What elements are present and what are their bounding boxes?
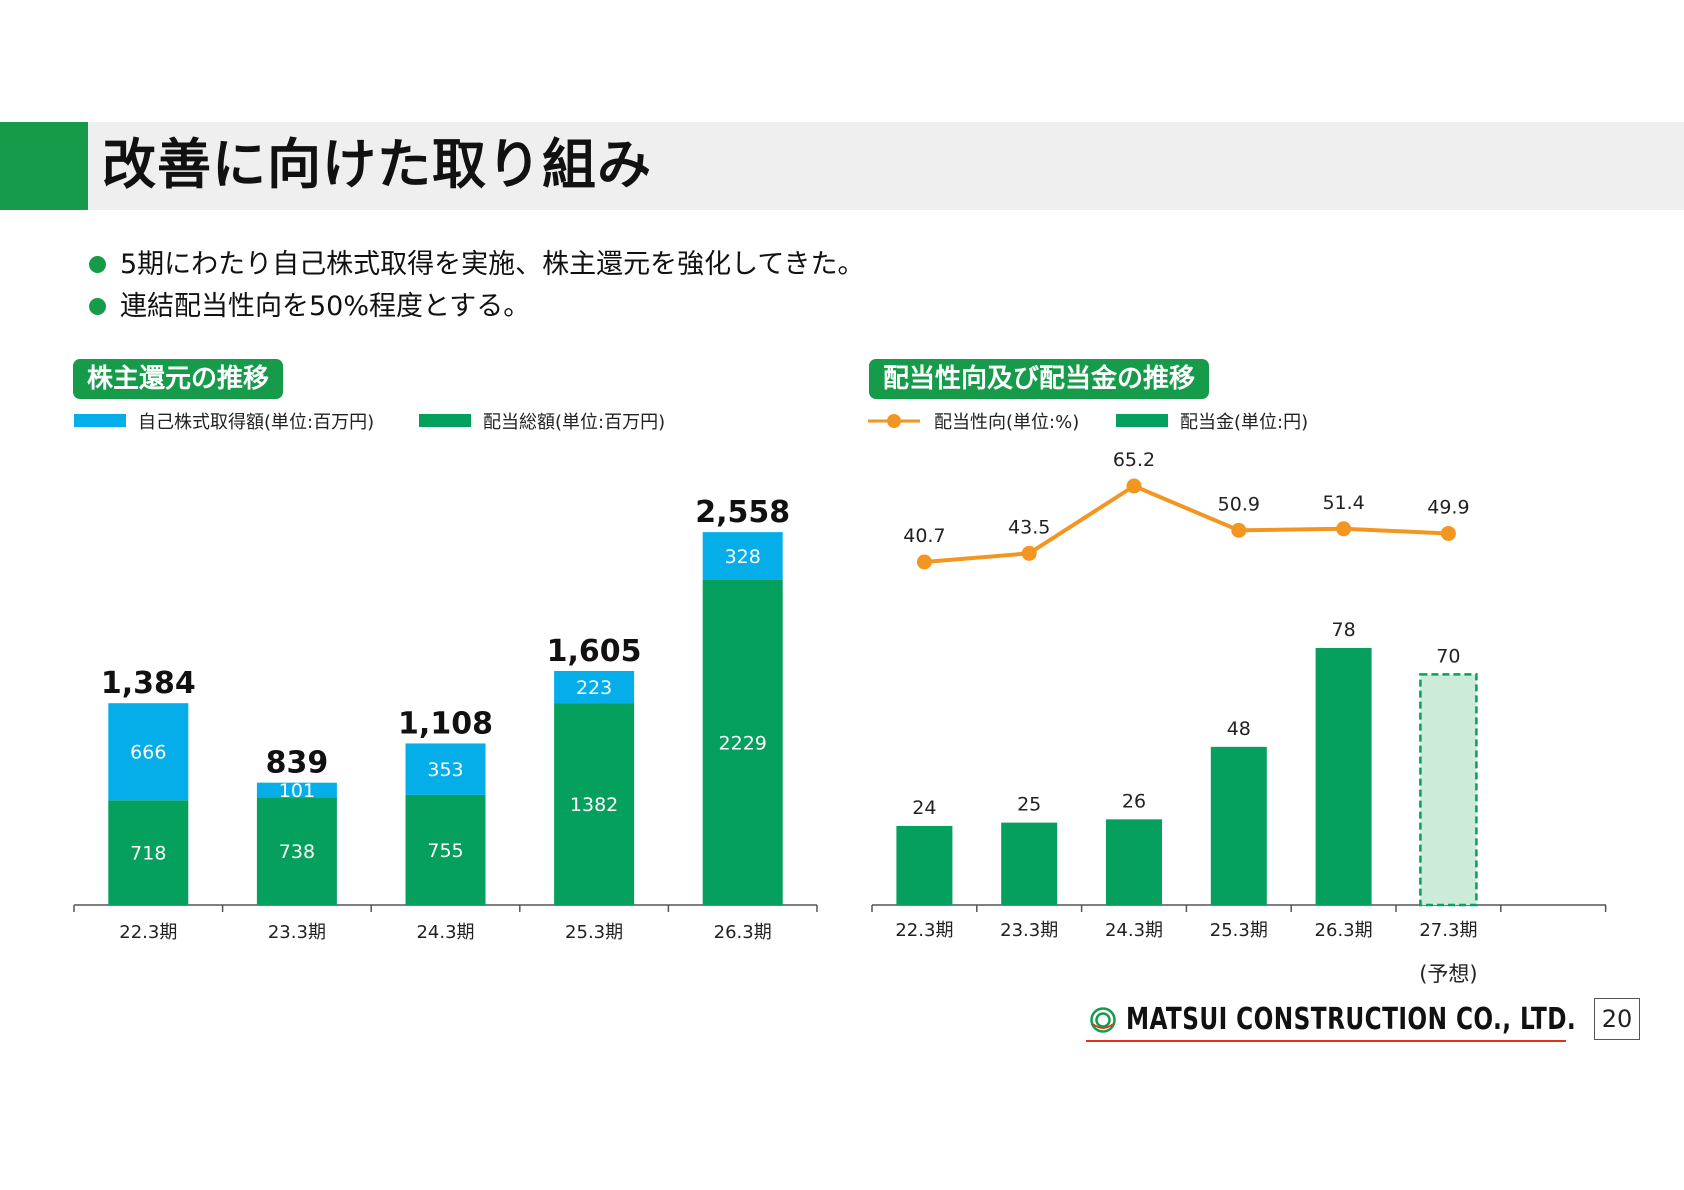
bar-buyback: [405, 743, 486, 795]
data-label-buyback: 353: [427, 759, 463, 781]
point-payout-ratio: [1021, 545, 1037, 561]
bar-dividend-total: [405, 794, 486, 905]
bar-dividend-total: [256, 797, 337, 905]
shareholder-returns-chart: 自己株式取得額(単位:百万円) 配当総額(単位:百万円) 718 666 1,384 22…: [73, 412, 818, 943]
data-label-payout-ratio: 51.4: [1322, 492, 1364, 514]
company-underline: [1086, 1040, 1566, 1042]
bar-dividend-per-share: [1315, 648, 1372, 905]
bullet-item: 連結配当性向を50%程度とする。: [86, 286, 865, 328]
x-tick-label: 24.3期: [416, 922, 474, 943]
x-tick-label: 27.3期: [1419, 920, 1477, 941]
title-band: [0, 122, 1684, 210]
point-payout-ratio: [1126, 478, 1142, 494]
bullet-list: 5期にわたり自己株式取得を実施、株主還元を強化してきた。 連結配当性向を50%程…: [86, 244, 865, 328]
x-tick-label: 26.3期: [714, 922, 772, 943]
bar-dividend-forecast: [1419, 673, 1478, 907]
bar-buyback: [256, 782, 337, 798]
legend-buyback-swatch: [74, 414, 126, 427]
bar-dividend-per-share: [896, 825, 953, 905]
x-tick-label: 25.3期: [1210, 920, 1268, 941]
data-label-payout-ratio: 50.9: [1218, 493, 1260, 515]
point-payout-ratio: [916, 554, 932, 570]
bar-dividend-per-share: [1106, 819, 1162, 905]
x-tick-label: 23.3期: [1000, 920, 1058, 941]
bar-dividend-total: [108, 800, 189, 905]
data-label-total: 1,384: [101, 666, 196, 701]
data-label-dividend-total: 738: [279, 841, 315, 863]
x-tick-label: 22.3期: [895, 920, 953, 941]
bullet-text: 連結配当性向を50%程度とする。: [120, 291, 531, 322]
bar-dividend-total: [554, 703, 635, 905]
bullet-text: 5期にわたり自己株式取得を実施、株主還元を強化してきた。: [120, 249, 865, 280]
bar-dividend-total: [702, 579, 783, 905]
bullet-dot-icon: [89, 256, 106, 273]
legend-dividend-per-share-swatch: [1116, 414, 1168, 427]
data-label-dividend-per-share: 26: [1122, 790, 1146, 812]
company-logo-icon: [1090, 1007, 1116, 1033]
legend-dividend-total-label: 配当総額(単位:百万円): [483, 412, 665, 433]
x-tick-label: 26.3期: [1315, 920, 1373, 941]
point-payout-ratio: [1231, 522, 1247, 538]
chart-title-shareholder-returns: 株主還元の推移: [73, 359, 284, 399]
data-label-buyback: 101: [279, 780, 315, 802]
data-label-dividend-per-share: 48: [1227, 718, 1251, 740]
page-number: 20: [1594, 998, 1640, 1040]
data-label-dividend-per-share: 24: [912, 797, 936, 819]
x-tick-label: 24.3期: [1105, 920, 1163, 941]
data-label-dividend-per-share: 70: [1436, 645, 1460, 667]
data-label-total: 839: [266, 746, 329, 781]
data-label-buyback: 666: [130, 742, 166, 764]
bullet-dot-icon: [89, 298, 106, 315]
x-tick-note-forecast: (予想): [1419, 962, 1477, 986]
bar-buyback: [108, 703, 189, 801]
page-title: 改善に向けた取り組み: [102, 133, 652, 196]
point-payout-ratio: [1440, 525, 1456, 541]
point-payout-ratio: [1336, 521, 1352, 537]
data-label-dividend-per-share: 25: [1017, 794, 1041, 816]
data-label-payout-ratio: 40.7: [903, 525, 945, 547]
bar-dividend-per-share: [1210, 746, 1267, 905]
payout-dividend-chart: 配当性向(単位:%) 配当金(単位:円) 24 22.3期 25 23.3期 26 24.3期…: [868, 412, 1607, 986]
bar-dividend-per-share: [1001, 822, 1058, 905]
legend-dividend-per-share-label: 配当金(単位:円): [1180, 412, 1308, 433]
legend-buyback-label: 自己株式取得額(単位:百万円): [138, 412, 374, 433]
bullet-item: 5期にわたり自己株式取得を実施、株主還元を強化してきた。: [86, 244, 865, 286]
bar-buyback: [702, 532, 783, 580]
data-label-payout-ratio: 49.9: [1427, 496, 1469, 518]
title-accent-block: [0, 122, 88, 210]
data-label-payout-ratio: 43.5: [1008, 516, 1050, 538]
data-label-dividend-total: 2229: [719, 732, 767, 754]
legend-payout-ratio-label: 配当性向(単位:%): [934, 412, 1079, 433]
data-label-buyback: 328: [725, 546, 761, 568]
data-label-total: 1,605: [547, 634, 642, 669]
data-label-dividend-total: 718: [130, 843, 166, 865]
x-tick-label: 23.3期: [268, 922, 326, 943]
x-tick-label: 25.3期: [565, 922, 623, 943]
legend-payout-ratio-marker: [887, 414, 901, 428]
data-label-total: 2,558: [695, 495, 790, 530]
data-label-buyback: 223: [576, 677, 612, 699]
bar-buyback: [554, 670, 635, 704]
data-label-total: 1,108: [398, 706, 493, 741]
x-tick-label: 22.3期: [119, 922, 177, 943]
data-label-dividend-total: 1382: [570, 794, 618, 816]
chart-title-payout-dividend: 配当性向及び配当金の推移: [869, 359, 1210, 399]
company-name: MATSUI CONSTRUCTION CO., LTD.: [1126, 1002, 1577, 1037]
line-payout-ratio: [924, 484, 1449, 564]
data-label-dividend-per-share: 78: [1332, 619, 1356, 641]
data-label-dividend-total: 755: [427, 840, 463, 862]
legend-dividend-total-swatch: [419, 414, 471, 427]
data-label-payout-ratio: 65.2: [1113, 449, 1155, 471]
